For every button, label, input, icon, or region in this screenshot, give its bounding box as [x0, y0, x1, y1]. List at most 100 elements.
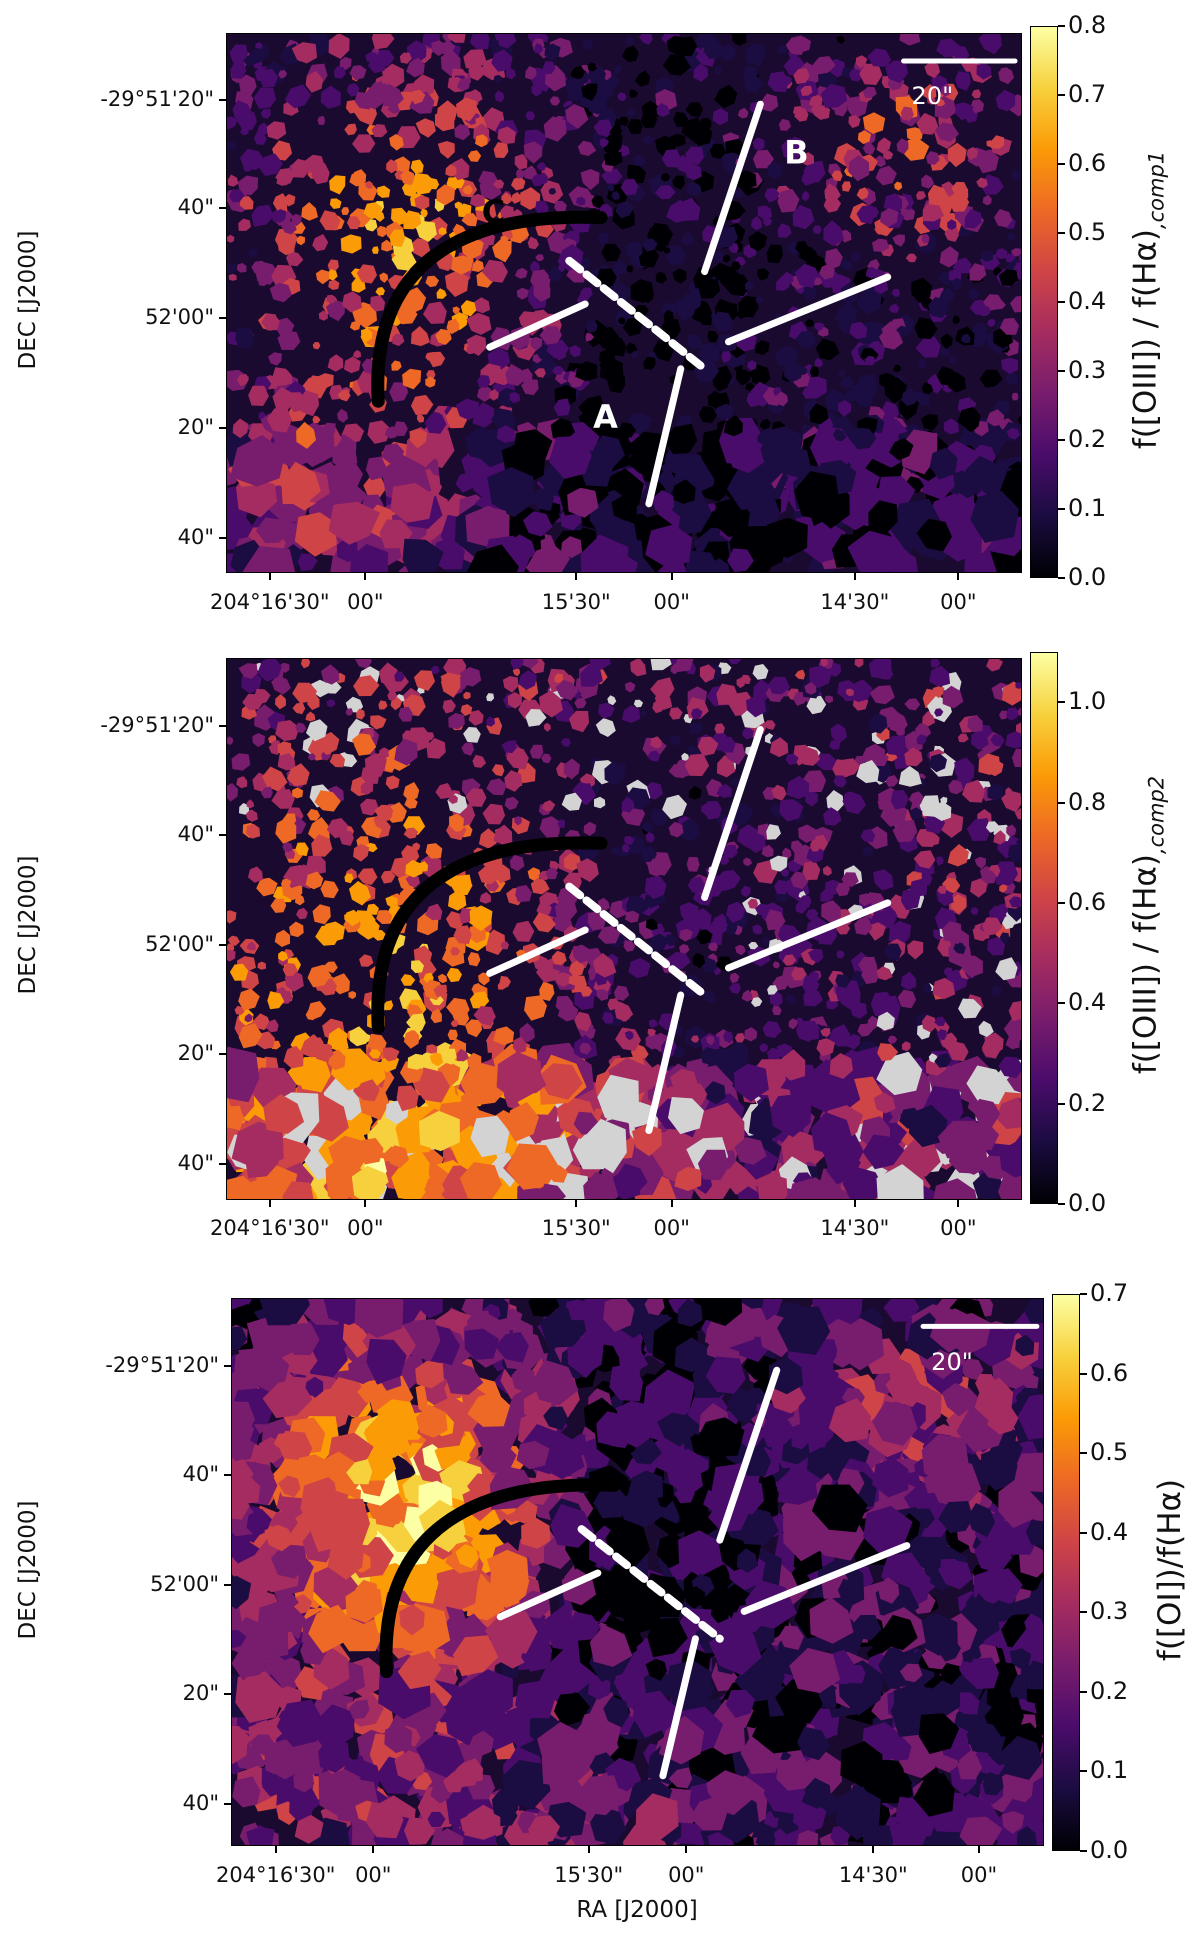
voronoi-cell — [709, 143, 727, 159]
voronoi-cell — [312, 904, 331, 925]
voronoi-cell — [1008, 896, 1021, 908]
voronoi-cell — [1025, 1660, 1043, 1690]
voronoi-cell — [416, 221, 437, 242]
voronoi-cell — [761, 93, 779, 112]
voronoi-cell — [949, 193, 970, 212]
voronoi-cell — [753, 678, 771, 703]
voronoi-cell — [846, 688, 854, 697]
voronoi-cell — [453, 925, 472, 944]
voronoi-cell — [913, 1772, 955, 1817]
voronoi-cell — [581, 39, 594, 50]
voronoi-cell — [628, 957, 651, 979]
voronoi-cell — [696, 929, 713, 945]
voronoi-cell — [877, 1577, 900, 1604]
voronoi-cell — [668, 763, 686, 779]
voronoi-cell — [603, 1299, 635, 1332]
voronoi-cell — [466, 312, 492, 335]
voronoi-cell — [227, 935, 240, 946]
voronoi-cell — [402, 368, 422, 390]
voronoi-cell — [255, 517, 291, 544]
voronoi-cell — [346, 1459, 373, 1485]
voronoi-cell — [624, 681, 636, 693]
voronoi-cell — [567, 487, 599, 518]
voronoi-cell — [748, 231, 768, 252]
voronoi-cell — [844, 389, 860, 403]
voronoi-cell — [621, 843, 630, 853]
colorbar-label-panel-2: f([OIII]) / f(Hα),comp2 — [1127, 775, 1169, 1075]
voronoi-cell — [327, 259, 339, 272]
voronoi-cell — [301, 202, 318, 221]
voronoi-cell — [767, 161, 783, 180]
voronoi-cell — [814, 277, 822, 286]
voronoi-cell — [531, 487, 554, 511]
voronoi-cell — [704, 1325, 727, 1348]
voronoi-cell — [821, 900, 841, 923]
voronoi-cell — [689, 1796, 728, 1831]
voronoi-cell — [900, 971, 917, 990]
voronoi-cell — [1026, 1519, 1043, 1545]
voronoi-cell — [670, 664, 680, 675]
voronoi-cell — [1011, 248, 1021, 257]
voronoi-cell — [647, 858, 665, 877]
voronoi-cell — [640, 846, 657, 862]
voronoi-cell — [1011, 168, 1021, 181]
voronoi-cell — [976, 63, 992, 80]
voronoi-cell — [878, 327, 904, 350]
voronoi-cell — [583, 821, 597, 836]
voronoi-cell — [515, 1680, 556, 1719]
voronoi-cell — [580, 169, 600, 191]
voronoi-cell — [830, 723, 847, 744]
voronoi-cell — [938, 1501, 974, 1534]
voronoi-cell — [260, 786, 273, 799]
voronoi-cell — [723, 415, 743, 437]
voronoi-cell — [414, 195, 430, 211]
voronoi-cell — [596, 989, 609, 1001]
voronoi-cell — [886, 710, 908, 734]
voronoi-cell — [317, 115, 325, 125]
colorbar-panel-2 — [1030, 652, 1058, 1204]
voronoi-cell — [707, 390, 725, 408]
voronoi-cell — [897, 989, 917, 1009]
voronoi-cell — [766, 244, 784, 264]
voronoi-cell — [625, 240, 643, 260]
voronoi-cell — [549, 860, 561, 871]
voronoi-cell — [632, 1690, 675, 1738]
voronoi-cell — [715, 870, 741, 892]
voronoi-cell — [328, 501, 380, 545]
voronoi-cell — [891, 288, 901, 297]
voronoi-cell — [674, 1337, 707, 1373]
colorbar-tick-mark — [1080, 1611, 1087, 1614]
voronoi-cell — [403, 782, 420, 802]
voronoi-cell — [723, 1030, 734, 1043]
voronoi-cell — [986, 821, 999, 833]
voronoi-cell — [929, 447, 958, 480]
voronoi-cell — [864, 355, 876, 366]
voronoi-cell — [652, 340, 674, 362]
voronoi-cell — [811, 1484, 868, 1533]
voronoi-cell — [496, 425, 515, 443]
voronoi-cell — [785, 993, 796, 1005]
voronoi-cell — [594, 435, 625, 469]
x-tick-mark — [957, 573, 960, 580]
voronoi-cell — [344, 123, 357, 136]
voronoi-cell — [744, 280, 754, 291]
y-tick-mark — [219, 317, 226, 319]
voronoi-cell — [380, 870, 396, 884]
voronoi-cell — [953, 942, 966, 954]
voronoi-cell — [363, 476, 387, 499]
voronoi-cell — [768, 1357, 803, 1395]
voronoi-cell — [1016, 839, 1021, 846]
voronoi-cell — [365, 456, 387, 481]
voronoi-cell — [512, 1036, 527, 1054]
voronoi-cell — [836, 35, 845, 44]
voronoi-cell — [263, 1739, 306, 1780]
voronoi-cell — [627, 119, 643, 135]
voronoi-cell — [456, 97, 477, 122]
voronoi-cell — [384, 426, 397, 439]
voronoi-cell — [750, 216, 763, 231]
voronoi-cell — [974, 856, 987, 870]
voronoi-cell — [823, 196, 842, 213]
voronoi-cell — [331, 1034, 349, 1052]
voronoi-cell — [896, 138, 909, 155]
